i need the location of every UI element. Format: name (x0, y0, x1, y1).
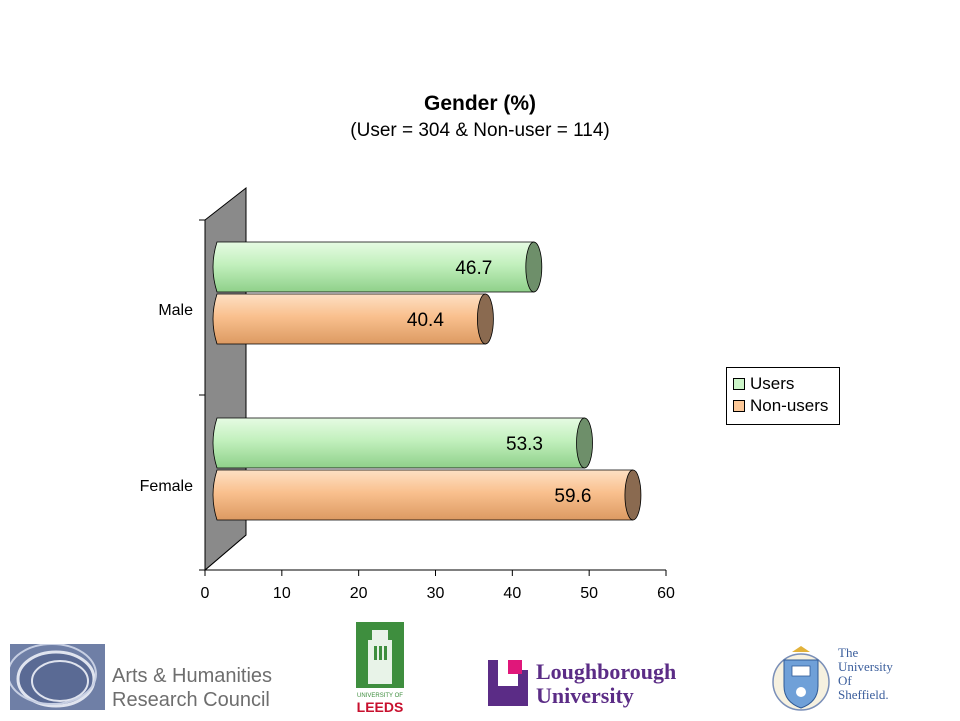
x-tick-label: 20 (350, 585, 368, 602)
sheffield-text: The University Of Sheffield. (838, 646, 893, 702)
x-tick-label: 30 (427, 585, 445, 602)
legend-label-users: Users (750, 374, 795, 393)
loughborough-line2: University (536, 683, 634, 708)
bar-value-label: 40.4 (407, 310, 444, 331)
sheffield-line2: University (838, 659, 893, 674)
sheffield-crest-icon (772, 646, 830, 711)
legend-swatch-nonusers (733, 400, 745, 412)
chart-title: Gender (%) (423, 92, 536, 115)
loughborough-text: Loughborough University (536, 660, 676, 708)
ahrc-line2: Research Council (112, 689, 270, 711)
bar-value-label: 53.3 (506, 434, 543, 455)
x-tick-label: 10 (273, 585, 291, 602)
ahrc-text: Arts & Humanities Research Council (112, 664, 272, 712)
sheffield-line1: The (838, 645, 859, 660)
sheffield-logo: The University Of Sheffield. (770, 642, 920, 720)
category-labels: Male Female (140, 302, 193, 495)
leeds-logo: UNIVERSITY OF LEEDS (356, 622, 404, 716)
bars: 46.7 40.4 53.3 59.6 (212, 241, 642, 521)
sheffield-line3: Of (838, 673, 852, 688)
legend: Users Non-users (726, 367, 840, 425)
leeds-line1: UNIVERSITY OF (357, 693, 403, 699)
chart-plot: 0 10 20 30 40 50 60 46.7 40.4 53.3 59.6 Male Femal… (140, 186, 675, 602)
sheffield-line4: Sheffield. (838, 687, 889, 702)
loughborough-line1: Loughborough (536, 659, 677, 684)
ahrc-logo: Arts & Humanities Research Council (7, 643, 290, 716)
loughborough-emblem-icon (488, 660, 528, 706)
legend-item-users: Users (733, 373, 833, 395)
bar-value-label: 59.6 (554, 486, 591, 507)
ahrc-emblem-icon (7, 643, 105, 710)
leeds-tower-icon: UNIVERSITY OF LEEDS (356, 622, 404, 715)
x-tick-label: 40 (503, 585, 521, 602)
bar-female-users: 53.3 (212, 417, 593, 469)
x-tick-label: 60 (657, 585, 675, 602)
legend-swatch-users (733, 378, 745, 390)
leeds-line2: LEEDS (357, 699, 404, 715)
x-tick-label: 0 (201, 585, 210, 602)
ahrc-line1: Arts & Humanities (112, 665, 273, 687)
category-label-female: Female (140, 478, 193, 495)
bar-female-non-users: 59.6 (212, 469, 642, 521)
loughborough-logo: Loughborough University (488, 660, 698, 710)
chart-subtitle: (User = 304 & Non-user = 114) (350, 120, 610, 141)
legend-item-nonusers: Non-users (733, 395, 833, 417)
x-tick-label: 50 (580, 585, 598, 602)
legend-label-nonusers: Non-users (750, 396, 829, 415)
category-label-male: Male (158, 302, 193, 319)
logo-strip: Arts & Humanities Research Council UNIVE… (0, 620, 960, 720)
bar-male-users: 46.7 (212, 241, 543, 293)
bar-value-label: 46.7 (455, 258, 492, 279)
bar-male-non-users: 40.4 (212, 293, 494, 345)
x-ticks: 0 10 20 30 40 50 60 (201, 570, 675, 602)
chart-title-block: Gender (%) (User = 304 & Non-user = 114) (0, 90, 960, 144)
